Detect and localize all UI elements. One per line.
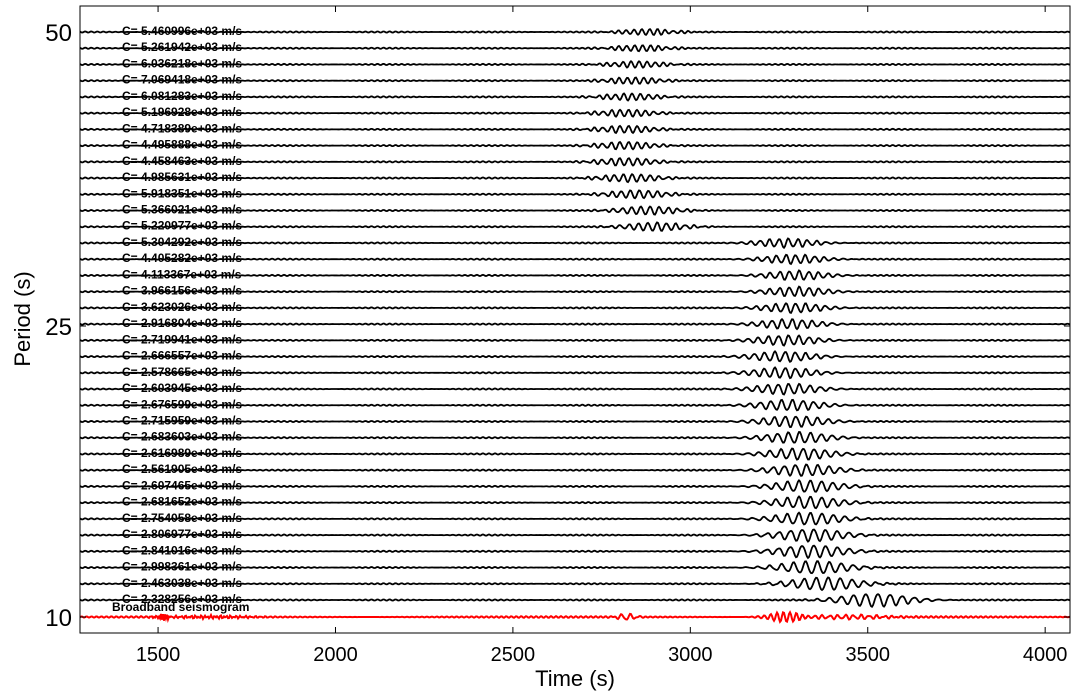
velocity-label: C= 2.578665e+03 m/s [122, 365, 242, 379]
period-trace [79, 334, 1071, 347]
period-trace [79, 495, 1071, 510]
period-trace [79, 92, 1071, 102]
velocity-label: C= 2.683603e+03 m/s [122, 430, 242, 444]
velocity-label: C= 5.261942e+03 m/s [122, 40, 242, 54]
velocity-label: C= 2.616989e+03 m/s [122, 446, 242, 460]
period-trace [79, 253, 1071, 266]
period-trace [79, 237, 1071, 250]
velocity-label: C= 2.463038e+03 m/s [122, 576, 242, 590]
period-trace [79, 108, 1071, 118]
period-trace [79, 269, 1071, 281]
period-trace [79, 528, 1071, 543]
x-tick-label: 1500 [136, 644, 181, 666]
period-trace [79, 44, 1071, 53]
period-trace [79, 415, 1071, 429]
y-tick-label: 50 [45, 20, 72, 47]
period-trace [79, 124, 1071, 135]
velocity-label: C= 2.715959e+03 m/s [122, 413, 242, 427]
velocity-label: C= 5.460996e+03 m/s [122, 24, 242, 38]
y-axis-ticks: 10 25 50 [45, 20, 1070, 632]
velocity-label: C= 3.623026e+03 m/s [122, 300, 242, 314]
velocity-label: C= 2.806977e+03 m/s [122, 527, 242, 541]
broadband-trace [79, 610, 1071, 624]
period-trace [79, 479, 1071, 493]
velocity-label: C= 4.495888e+03 m/s [122, 138, 242, 152]
x-axis-label: Time (s) [535, 666, 615, 691]
period-trace [79, 205, 1071, 216]
velocity-label: C= 5.918351e+03 m/s [122, 186, 242, 200]
y-tick-label: 10 [45, 605, 72, 632]
velocity-label: C= 2.328256e+03 m/s [122, 592, 242, 606]
period-trace [79, 447, 1071, 461]
velocity-label: C= 2.603945e+03 m/s [122, 381, 242, 395]
x-axis-ticks: 1500 2000 2500 3000 3500 4000 [136, 6, 1068, 666]
velocity-labels-group: C= 5.460996e+03 m/s C= 5.261942e+03 m/s C=… [112, 24, 249, 614]
y-tick-label: 25 [45, 314, 72, 341]
velocity-label: C= 2.607465e+03 m/s [122, 478, 242, 492]
velocity-label: C= 2.681652e+03 m/s [122, 495, 242, 509]
period-trace [79, 317, 1071, 331]
x-tick-label: 2000 [313, 644, 358, 666]
x-tick-label: 4000 [1023, 644, 1068, 666]
period-trace [79, 221, 1071, 232]
period-trace [79, 140, 1071, 151]
velocity-label: C= 2.676599e+03 m/s [122, 397, 242, 411]
plot-frame [79, 5, 1071, 634]
period-trace [79, 366, 1071, 380]
velocity-label: C= 4.405282e+03 m/s [122, 251, 242, 265]
period-trace [79, 60, 1071, 69]
plot-area [80, 6, 1070, 633]
period-trace [79, 398, 1071, 412]
x-tick-label: 2500 [491, 644, 536, 666]
period-trace [79, 430, 1071, 444]
velocity-label: C= 2.666557e+03 m/s [122, 349, 242, 363]
velocity-label: C= 4.113367e+03 m/s [122, 267, 242, 281]
velocity-label: C= 5.220977e+03 m/s [122, 219, 242, 233]
period-trace [79, 173, 1071, 184]
velocity-label: C= 6.036218e+03 m/s [122, 56, 242, 70]
period-trace [79, 463, 1071, 478]
velocity-label: C= 4.458463e+03 m/s [122, 154, 242, 168]
period-trace [79, 27, 1071, 37]
velocity-label: C= 7.069418e+03 m/s [122, 73, 242, 87]
x-tick-label: 3000 [668, 644, 713, 666]
y-axis-label: Period (s) [10, 271, 35, 366]
period-trace [79, 576, 1071, 592]
traces-group [79, 27, 1071, 624]
velocity-label: C= 5.304292e+03 m/s [122, 235, 242, 249]
period-trace [79, 189, 1071, 200]
velocity-label: C= 2.719941e+03 m/s [122, 332, 242, 346]
velocity-label: C= 2.561905e+03 m/s [122, 462, 242, 476]
velocity-label: C= 6.081283e+03 m/s [122, 89, 242, 103]
velocity-label: C= 5.366021e+03 m/s [122, 203, 242, 217]
velocity-label: C= 2.916804e+03 m/s [122, 316, 242, 330]
broadband-label: Broadband seismogram [112, 600, 249, 614]
x-tick-label: 3500 [845, 644, 890, 666]
velocity-label: C= 3.966156e+03 m/s [122, 284, 242, 298]
period-trace [79, 593, 1071, 609]
velocity-label: C= 4.718389e+03 m/s [122, 121, 242, 135]
period-trace [79, 560, 1071, 575]
period-trace [79, 544, 1071, 560]
period-trace [79, 76, 1071, 85]
period-trace [79, 511, 1071, 526]
period-trace [79, 382, 1071, 396]
period-trace [79, 285, 1071, 298]
velocity-label: C= 2.754058e+03 m/s [122, 511, 242, 525]
velocity-label: C= 5.196928e+03 m/s [122, 105, 242, 119]
velocity-label: C= 4.985631e+03 m/s [122, 170, 242, 184]
period-trace [79, 157, 1071, 167]
velocity-label: C= 2.841016e+03 m/s [122, 543, 242, 557]
period-trace [79, 302, 1071, 314]
velocity-label: C= 2.998361e+03 m/s [122, 560, 242, 574]
period-trace [79, 349, 1071, 364]
